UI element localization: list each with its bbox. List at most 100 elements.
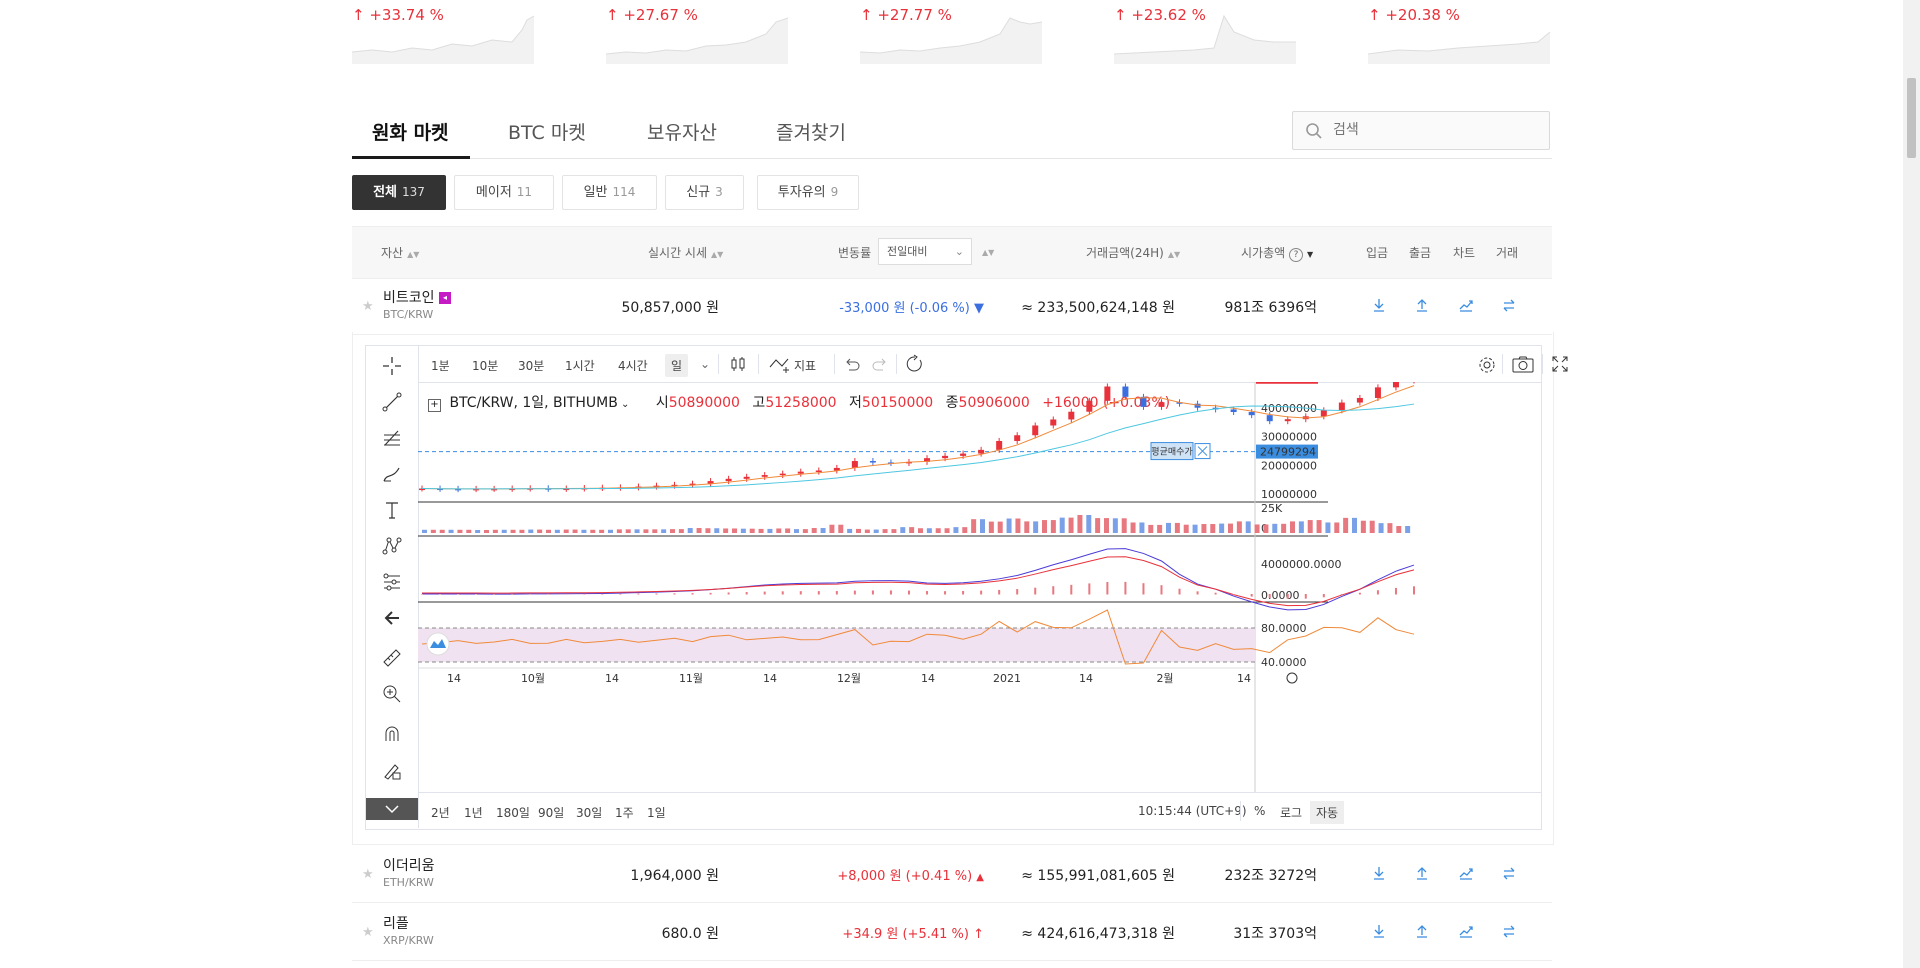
trade-icon[interactable] bbox=[1499, 295, 1519, 315]
pattern-icon[interactable] bbox=[375, 531, 409, 561]
tab-krw-market[interactable]: 원화 마켓 bbox=[372, 122, 449, 144]
tab-btc-market[interactable]: BTC 마켓 bbox=[508, 122, 586, 144]
mover-card[interactable]: ↑ +23.62 % bbox=[1114, 0, 1298, 66]
table-row[interactable]: ★ 이더리움 ETH/KRW 1,964,000 원 +8,000 원 (+0.… bbox=[352, 845, 1552, 903]
interval-10m[interactable]: 10분 bbox=[472, 359, 499, 373]
col-volume[interactable]: 거래금액(24H) ▲▼ bbox=[1086, 246, 1181, 260]
text-icon[interactable] bbox=[375, 495, 409, 525]
search-box[interactable] bbox=[1292, 111, 1550, 150]
range-90d[interactable]: 90일 bbox=[538, 806, 565, 820]
withdraw-icon[interactable] bbox=[1412, 921, 1432, 941]
crosshair-icon[interactable] bbox=[375, 351, 409, 381]
chart-icon[interactable] bbox=[1456, 921, 1476, 941]
candle bbox=[725, 478, 732, 482]
auto-scale-toggle[interactable]: 자동 bbox=[1310, 801, 1345, 824]
volume-bar bbox=[1086, 515, 1092, 533]
star-icon[interactable]: ★ bbox=[362, 925, 374, 940]
chart-icon[interactable] bbox=[1456, 863, 1476, 883]
current-price-tag bbox=[1256, 382, 1318, 384]
filter-major[interactable]: 메이저 11 bbox=[454, 175, 554, 210]
fib-icon[interactable] bbox=[375, 423, 409, 453]
filter-all[interactable]: 전체 137 bbox=[352, 175, 446, 210]
legend-symbol[interactable]: BTC/KRW, 1일, BITHUMB bbox=[449, 395, 618, 411]
deposit-icon[interactable] bbox=[1369, 295, 1389, 315]
range-1w[interactable]: 1주 bbox=[615, 806, 634, 820]
redo-icon[interactable] bbox=[871, 356, 889, 372]
table-row[interactable]: ★ 리플 XRP/KRW 680.0 원 +34.9 원 (+5.41 %) ↑… bbox=[352, 903, 1552, 961]
price-chart-canvas[interactable]: 10000000 20000000 30000000 40000000 50906000… bbox=[418, 382, 1540, 792]
range-2y[interactable]: 2년 bbox=[431, 806, 450, 820]
log-scale-toggle[interactable]: 로그 bbox=[1280, 806, 1303, 820]
brush-icon[interactable] bbox=[375, 459, 409, 489]
col-market-cap[interactable]: 시가총액 ? ▼ bbox=[1241, 246, 1314, 262]
range-30d[interactable]: 30일 bbox=[576, 806, 603, 820]
candles-icon[interactable] bbox=[728, 354, 748, 374]
col-change[interactable]: 변동률 bbox=[838, 246, 872, 260]
legend-toggle-icon[interactable]: + bbox=[428, 399, 441, 412]
indicator-icon[interactable] bbox=[768, 355, 792, 373]
fullscreen-icon[interactable] bbox=[1551, 355, 1569, 373]
candle bbox=[1194, 403, 1201, 408]
col-asset[interactable]: 자산 ▲▼ bbox=[381, 246, 420, 260]
mover-card[interactable]: ↑ +27.67 % bbox=[606, 0, 790, 66]
deposit-icon[interactable] bbox=[1369, 921, 1389, 941]
indicators-button[interactable]: 지표 bbox=[794, 359, 817, 373]
projection-icon[interactable] bbox=[375, 567, 409, 597]
star-icon[interactable]: ★ bbox=[362, 299, 374, 314]
change-basis-select[interactable]: 전일대비 ⌄ bbox=[878, 238, 972, 265]
withdraw-icon[interactable] bbox=[1412, 863, 1432, 883]
interval-4h[interactable]: 4시간 bbox=[618, 359, 648, 373]
filter-caution[interactable]: 투자유의 9 bbox=[757, 175, 859, 210]
volume-bar bbox=[1157, 524, 1163, 533]
mover-card[interactable]: ↑ +20.38 % bbox=[1368, 0, 1552, 66]
search-input[interactable] bbox=[1331, 121, 1535, 139]
volume-bar bbox=[616, 529, 622, 533]
tradingview-chart[interactable]: 1분 10분 30분 1시간 4시간 일 ⌄ 지표 + BTC/ bbox=[365, 345, 1568, 830]
ruler-icon[interactable] bbox=[375, 643, 409, 673]
trade-icon[interactable] bbox=[1499, 921, 1519, 941]
undo-icon[interactable] bbox=[843, 356, 861, 372]
mover-card[interactable]: ↑ +27.77 % bbox=[860, 0, 1044, 66]
arrow-left-icon[interactable] bbox=[375, 603, 409, 633]
interval-1h[interactable]: 1시간 bbox=[565, 359, 595, 373]
settings-gear-icon[interactable] bbox=[1476, 354, 1498, 376]
scrollbar-thumb[interactable] bbox=[1907, 78, 1916, 158]
table-row[interactable]: ★ 비트코인 ◂ BTC/KRW 50,857,000 원 -33,000 원 … bbox=[352, 277, 1552, 335]
range-1d[interactable]: 1일 bbox=[647, 806, 666, 820]
trade-icon[interactable] bbox=[1499, 863, 1519, 883]
magnet-icon[interactable] bbox=[375, 719, 409, 749]
star-icon[interactable]: ★ bbox=[362, 867, 374, 882]
refresh-icon[interactable] bbox=[905, 354, 925, 374]
camera-icon[interactable] bbox=[1511, 354, 1535, 374]
page-scrollbar[interactable] bbox=[1903, 0, 1920, 968]
interval-1m[interactable]: 1분 bbox=[431, 359, 450, 373]
volume-bar bbox=[829, 524, 835, 533]
volume-bar bbox=[749, 528, 755, 533]
chart-icon[interactable] bbox=[1456, 295, 1476, 315]
volume-bar bbox=[988, 521, 994, 533]
filter-general[interactable]: 일반 114 bbox=[562, 175, 657, 210]
col-price[interactable]: 실시간 시세 ▲▼ bbox=[648, 246, 724, 260]
zoom-in-icon[interactable] bbox=[375, 679, 409, 709]
trendline-icon[interactable] bbox=[375, 387, 409, 417]
range-180d[interactable]: 180일 bbox=[496, 806, 530, 820]
mover-card[interactable]: ↑ +33.74 % bbox=[352, 0, 536, 66]
interval-1d[interactable]: 일 bbox=[665, 354, 689, 377]
lock-drawing-icon[interactable] bbox=[375, 755, 409, 785]
help-icon[interactable]: ? bbox=[1289, 248, 1303, 262]
percent-scale-toggle[interactable]: % bbox=[1254, 804, 1266, 818]
x-tick-label: 11월 bbox=[679, 672, 703, 685]
tab-favorites[interactable]: 즐겨찾기 bbox=[776, 122, 846, 144]
candle bbox=[1122, 386, 1129, 397]
volume-bar bbox=[528, 529, 534, 533]
deposit-icon[interactable] bbox=[1369, 863, 1389, 883]
range-1y[interactable]: 1년 bbox=[464, 806, 483, 820]
col-change-sort[interactable]: ▲▼ bbox=[982, 248, 995, 257]
volume-bar bbox=[723, 528, 729, 533]
withdraw-icon[interactable] bbox=[1412, 295, 1432, 315]
interval-dropdown[interactable]: ⌄ bbox=[700, 357, 711, 371]
tab-holdings[interactable]: 보유자산 bbox=[647, 122, 717, 144]
filter-new[interactable]: 신규 3 bbox=[665, 175, 744, 210]
expand-tools-button[interactable] bbox=[366, 798, 418, 820]
interval-30m[interactable]: 30분 bbox=[518, 359, 545, 373]
